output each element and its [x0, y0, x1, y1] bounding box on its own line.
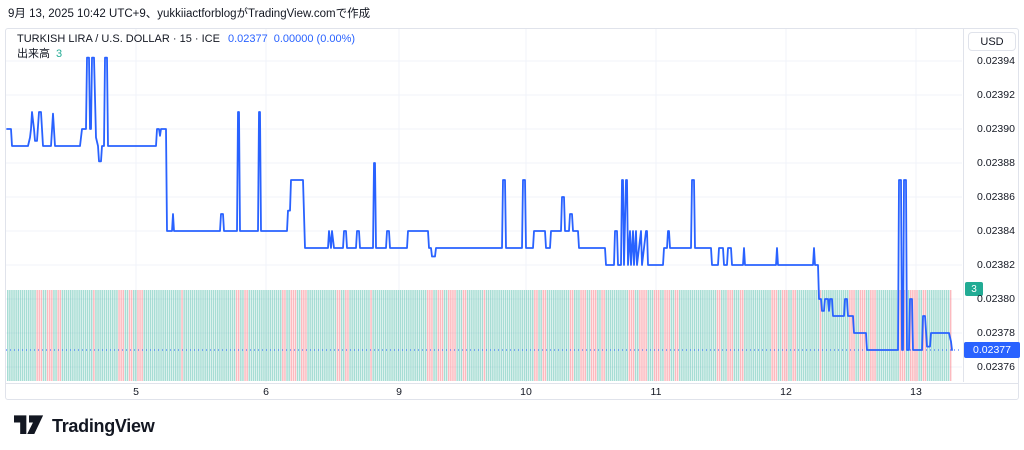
price-axis-label: 0.02376: [977, 361, 1015, 373]
price-axis-label: 0.02378: [977, 327, 1015, 339]
last-price-axis-badge: 0.02377: [964, 342, 1020, 358]
price-axis-label: 0.02382: [977, 259, 1015, 271]
legend-change: 0.00000 (0.00%): [273, 33, 356, 45]
price-axis-label: 0.02392: [977, 89, 1015, 101]
price-line-series: [6, 56, 953, 351]
volume-value: 3: [56, 48, 63, 60]
volume-axis-badge: 3: [965, 282, 983, 296]
price-axis-label: 0.02384: [977, 225, 1015, 237]
time-axis-label: 9: [396, 386, 402, 398]
time-axis[interactable]: 5 6 9 10 11 12 13: [6, 383, 1018, 400]
legend-last-price: 0.02377: [227, 33, 268, 45]
volume-label: 出来高: [17, 48, 50, 60]
time-axis-label: 10: [520, 386, 532, 398]
legend-row-volume: 出来高 3: [17, 47, 355, 61]
snapshot-created-note: 9月 13, 2025 10:42 UTC+9、yukkiiactforblog…: [8, 8, 371, 20]
tradingview-logo-icon[interactable]: [14, 415, 44, 437]
chart-widget: TURKISH LIRA / U.S. DOLLAR · 15 · ICE 0.0…: [5, 28, 1020, 400]
legend-row-symbol: TURKISH LIRA / U.S. DOLLAR · 15 · ICE 0.0…: [17, 32, 355, 46]
tradingview-logo-text[interactable]: TradingView: [52, 415, 155, 436]
chart-canvas: [6, 29, 962, 382]
price-axis-label: 0.02394: [977, 55, 1015, 67]
price-axis-label: 0.02386: [977, 191, 1015, 203]
symbol-title: TURKISH LIRA / U.S. DOLLAR · 15 · ICE: [17, 33, 220, 45]
time-axis-label: 5: [133, 386, 139, 398]
currency-toggle-button[interactable]: USD: [968, 32, 1016, 51]
chart-pane[interactable]: TURKISH LIRA / U.S. DOLLAR · 15 · ICE 0.0…: [6, 29, 962, 382]
tradingview-footer: TradingView: [14, 415, 155, 437]
time-axis-label: 11: [650, 386, 662, 398]
price-axis-label: 0.02390: [977, 123, 1015, 135]
legend: TURKISH LIRA / U.S. DOLLAR · 15 · ICE 0.0…: [17, 32, 355, 61]
price-axis-label: 0.02380: [977, 293, 1015, 305]
time-axis-label: 6: [263, 386, 269, 398]
price-axis[interactable]: USD 3 0.02377 0.02394 0.02392 0.02390 0.023…: [963, 29, 1020, 382]
time-axis-label: 13: [910, 386, 922, 398]
volume-bars: [7, 290, 952, 381]
time-axis-label: 12: [780, 386, 792, 398]
price-axis-label: 0.02388: [977, 157, 1015, 169]
